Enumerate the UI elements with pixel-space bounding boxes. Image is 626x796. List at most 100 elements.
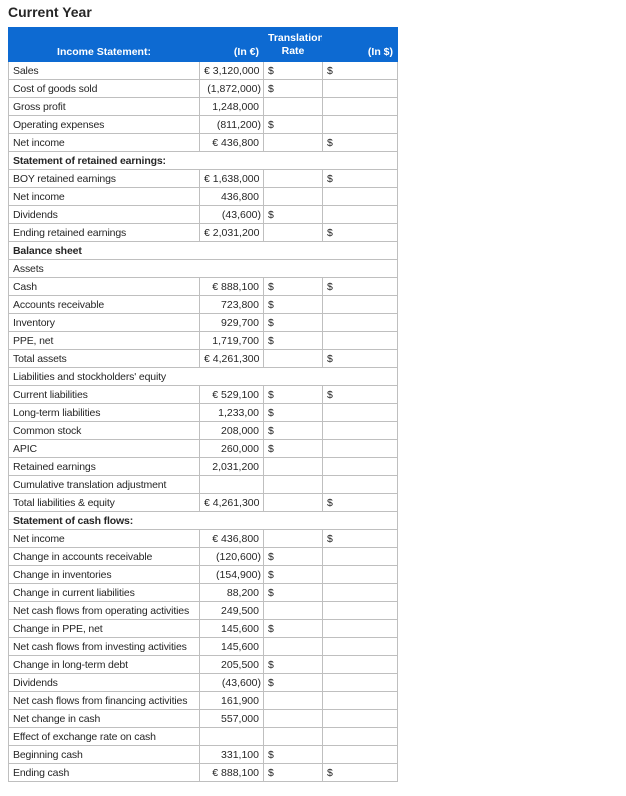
cell-translation-rate-input[interactable]: $ [263,115,323,134]
cell-usd-input[interactable] [322,439,398,458]
cell-usd-input[interactable] [322,655,398,674]
column-header-income-statement: Income Statement: [8,27,200,62]
cell-usd-input[interactable] [322,637,398,656]
cell-account-label: Change in accounts receivable [8,547,200,566]
cell-usd-input[interactable] [322,313,398,332]
cell-usd-input[interactable] [322,475,398,494]
cell-usd-input[interactable]: $ [322,763,398,782]
cell-usd-input[interactable] [322,79,398,98]
cell-usd-input[interactable] [322,691,398,710]
cell-account-label: Change in inventories [8,565,200,584]
cell-translation-rate-input[interactable]: $ [263,295,323,314]
cell-usd-input[interactable]: $ [322,133,398,152]
table-header-row: Income Statement: (In €) Translation Rat… [8,27,398,62]
cell-usd-input[interactable] [322,673,398,692]
table-row: Dividends (43,600) $ [8,205,398,224]
cell-usd-input[interactable] [322,205,398,224]
cell-translation-rate-input[interactable]: $ [263,79,323,98]
cell-usd-input[interactable] [322,547,398,566]
section-row: Statement of retained earnings: [8,151,398,170]
cell-account-label: Cumulative translation adjustment [8,475,200,494]
cell-translation-rate-empty [263,529,323,548]
cell-usd-input[interactable] [322,457,398,476]
cell-usd-input[interactable] [322,331,398,350]
cell-usd-input[interactable] [322,115,398,134]
cell-euro-value: (154,900) [199,565,264,584]
table-row: Change in accounts receivable (120,600) $ [8,547,398,566]
cell-account-label: Dividends [8,205,200,224]
cell-translation-rate-input[interactable]: $ [263,205,323,224]
table-row: Change in inventories (154,900) $ [8,565,398,584]
cell-euro-value: 557,000 [199,709,264,728]
cell-usd-input[interactable] [322,727,398,746]
cell-euro-value: 436,800 [199,187,264,206]
section-row: Liabilities and stockholders' equity [8,367,398,386]
cell-account-label: Ending cash [8,763,200,782]
cell-account-label: BOY retained earnings [8,169,200,188]
cell-euro-value: (120,600) [199,547,264,566]
cell-usd-input[interactable]: $ [322,223,398,242]
table-row: Cash € 888,100 $ $ [8,277,398,296]
cell-translation-rate-empty [263,97,323,116]
table-row: Net income 436,800 [8,187,398,206]
cell-euro-value: (43,600) [199,205,264,224]
cell-account-label: Inventory [8,313,200,332]
cell-translation-rate-input[interactable]: $ [263,745,323,764]
cell-translation-rate-input[interactable]: $ [263,313,323,332]
cell-translation-rate-input[interactable]: $ [263,583,323,602]
cell-usd-input[interactable] [322,565,398,584]
cell-usd-input[interactable] [322,601,398,620]
cell-euro-value: € 888,100 [199,277,264,296]
cell-euro-value: (43,600) [199,673,264,692]
table-row: Cumulative translation adjustment [8,475,398,494]
cell-account-label: APIC [8,439,200,458]
section-row: Assets [8,259,398,278]
cell-usd-input[interactable] [322,403,398,422]
cell-usd-input[interactable] [322,421,398,440]
cell-usd-input[interactable]: $ [322,385,398,404]
cell-usd-input[interactable] [322,745,398,764]
cell-euro-value: 145,600 [199,619,264,638]
cell-translation-rate-input[interactable]: $ [263,403,323,422]
cell-usd-input[interactable] [322,619,398,638]
cell-account-label: Long-term liabilities [8,403,200,422]
cell-usd-input[interactable]: $ [322,349,398,368]
cell-translation-rate-input[interactable]: $ [263,277,323,296]
cell-account-label: Net income [8,133,200,152]
cell-translation-rate-empty [263,349,323,368]
cell-account-label: Dividends [8,673,200,692]
cell-translation-rate-input[interactable]: $ [263,673,323,692]
section-row: Statement of cash flows: [8,511,398,530]
cell-account-label: Retained earnings [8,457,200,476]
cell-usd-input[interactable]: $ [322,529,398,548]
cell-translation-rate-input[interactable]: $ [263,655,323,674]
cell-usd-input[interactable]: $ [322,61,398,80]
table-row: Accounts receivable 723,800 $ [8,295,398,314]
cell-translation-rate-input[interactable]: $ [263,385,323,404]
table-row: APIC 260,000 $ [8,439,398,458]
cell-translation-rate-input[interactable]: $ [263,439,323,458]
table-row: PPE, net 1,719,700 $ [8,331,398,350]
table-row: Inventory 929,700 $ [8,313,398,332]
cell-translation-rate-empty [263,637,323,656]
cell-usd-input[interactable] [322,97,398,116]
cell-usd-input[interactable]: $ [322,169,398,188]
cell-euro-value: 249,500 [199,601,264,620]
cell-translation-rate-input[interactable]: $ [263,763,323,782]
cell-usd-input[interactable]: $ [322,493,398,512]
cell-translation-rate-input[interactable]: $ [263,565,323,584]
cell-usd-input[interactable] [322,709,398,728]
cell-translation-rate-empty [263,187,323,206]
cell-usd-input[interactable] [322,583,398,602]
cell-translation-rate-input[interactable]: $ [263,61,323,80]
cell-translation-rate-input[interactable]: $ [263,421,323,440]
cell-usd-input[interactable]: $ [322,277,398,296]
cell-translation-rate-input[interactable]: $ [263,331,323,350]
cell-account-label: Net cash flows from operating activities [8,601,200,620]
cell-translation-rate-input[interactable]: $ [263,619,323,638]
cell-euro-value: (811,200) [199,115,264,134]
cell-usd-input[interactable] [322,187,398,206]
cell-usd-input[interactable] [322,295,398,314]
cell-translation-rate-input[interactable]: $ [263,547,323,566]
column-header-translation-line2: Rate [281,45,305,57]
